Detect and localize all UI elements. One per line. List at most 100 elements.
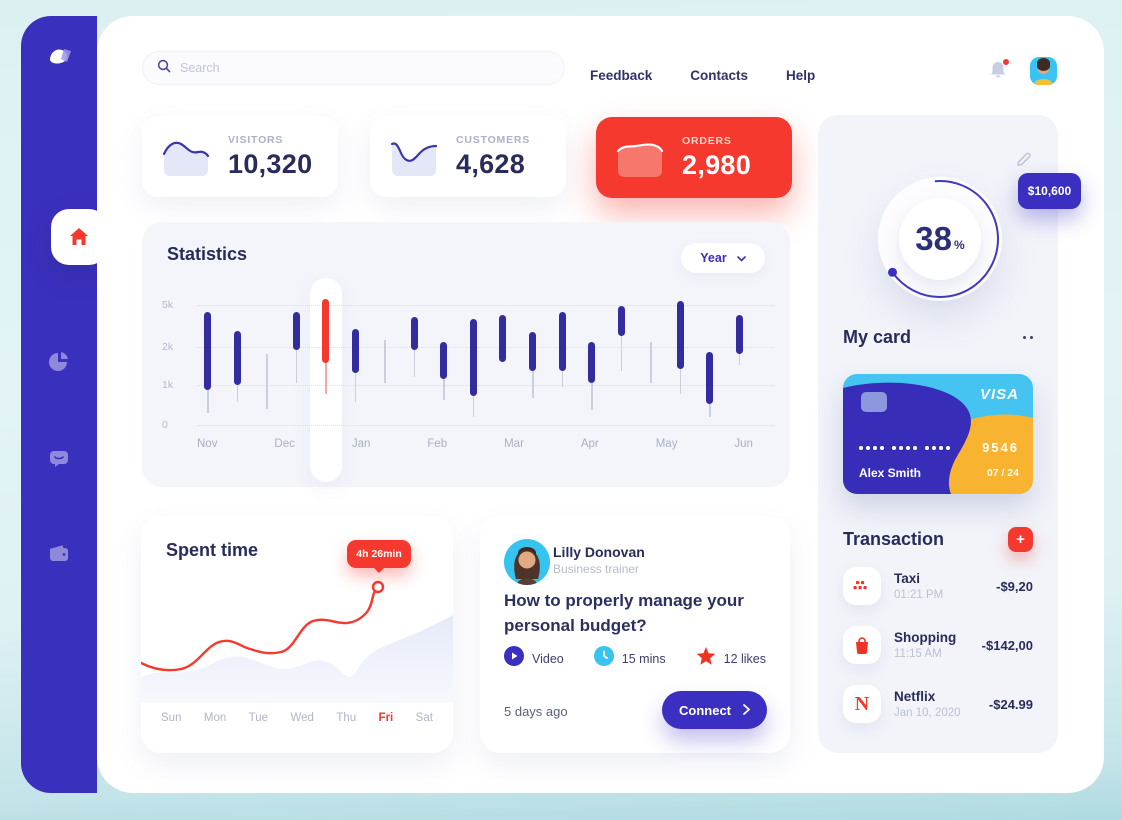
edit-pencil-icon[interactable]: [1015, 151, 1032, 168]
chart-month-labels: Nov Dec Jan Feb Mar Apr May Jun: [197, 438, 753, 450]
add-transaction-button[interactable]: +: [1008, 527, 1033, 552]
right-panel: 38 % $10,600 My card VISA: [818, 115, 1081, 753]
meta-video[interactable]: Video: [504, 646, 564, 671]
chart-bar[interactable]: [381, 300, 389, 425]
balance-badge: $10,600: [1018, 173, 1081, 209]
stat-card-visitors[interactable]: VISITORS 10,320: [142, 116, 338, 197]
transaction-row-netflix[interactable]: N Netflix Jan 10, 2020 -$24.99: [843, 685, 1033, 723]
credit-card[interactable]: VISA 9546 Alex Smith 07 / 24: [843, 374, 1033, 494]
stat-value: 2,980: [682, 149, 752, 180]
search-icon: [157, 59, 171, 78]
chart-point-marker: [371, 580, 385, 594]
day-label-active: Fri: [378, 712, 394, 724]
netflix-icon: N: [854, 692, 870, 715]
my-card-menu-icon[interactable]: [1023, 332, 1033, 343]
sidebar-item-messages[interactable]: [21, 445, 97, 471]
stat-card-orders[interactable]: ORDERS 2,980: [596, 117, 792, 198]
author-name: Lilly Donovan: [553, 544, 645, 560]
transaction-time: Jan 10, 2020: [894, 707, 961, 719]
meta-duration[interactable]: 15 mins: [593, 646, 666, 671]
notifications-bell-icon[interactable]: [988, 59, 1010, 83]
month-label: Jan: [351, 438, 371, 450]
bag-icon: [843, 626, 881, 664]
spent-time-tooltip: 4h 26min: [347, 540, 411, 573]
author-avatar[interactable]: [504, 539, 550, 585]
meta-likes[interactable]: 12 likes: [696, 646, 767, 671]
transaction-time: 11:15 AM: [894, 648, 942, 660]
chart-gridline: [197, 385, 774, 386]
day-label: Thu: [336, 712, 357, 724]
transaction-row-taxi[interactable]: Taxi 01:21 PM -$9,20: [843, 567, 1033, 605]
sidebar-item-analytics[interactable]: [21, 349, 97, 375]
taxi-icon: [853, 581, 867, 590]
app-logo: [47, 42, 81, 70]
meta-label: Video: [532, 651, 564, 666]
gauge-unit: %: [954, 238, 965, 252]
sidebar-item-wallet[interactable]: [21, 541, 97, 567]
chart-bar[interactable]: [440, 300, 448, 425]
connect-button[interactable]: Connect: [662, 691, 767, 729]
chart-bar[interactable]: [351, 300, 360, 425]
shopping-bag-icon: [856, 637, 868, 654]
user-avatar[interactable]: [1030, 57, 1057, 85]
chevron-down-icon: [736, 251, 746, 265]
nav-contacts[interactable]: Contacts: [690, 68, 749, 83]
chart-bar[interactable]: [204, 300, 212, 425]
day-label: Wed: [290, 712, 314, 724]
chart-bar[interactable]: [529, 300, 537, 425]
meta-label: 12 likes: [723, 651, 767, 666]
y-axis-tick: 1k: [162, 379, 174, 391]
chevron-right-icon: [743, 703, 751, 718]
chart-bar[interactable]: [469, 300, 478, 425]
home-icon: [68, 226, 90, 248]
day-label: Sun: [161, 712, 182, 724]
post-meta: Video 15 mins 12 likes: [504, 646, 766, 671]
chart-bar[interactable]: [588, 300, 596, 425]
meta-label: 15 mins: [621, 651, 666, 666]
chart-gridline: [197, 305, 774, 306]
chart-bar[interactable]: [676, 300, 685, 425]
chart-bar[interactable]: [233, 300, 242, 425]
chart-bar[interactable]: [647, 300, 655, 425]
month-label: May: [655, 438, 678, 450]
nav-help[interactable]: Help: [786, 68, 816, 83]
netflix-icon: N: [843, 685, 881, 723]
chart-bar[interactable]: [706, 300, 714, 425]
play-icon: [504, 646, 524, 671]
notification-badge: [1003, 59, 1009, 65]
taxi-icon: [843, 567, 881, 605]
chat-icon: [47, 446, 71, 470]
statistics-title: Statistics: [167, 244, 248, 264]
transaction-amount: -$142,00: [981, 637, 1033, 653]
period-dropdown[interactable]: Year: [681, 243, 765, 273]
chart-bar[interactable]: [263, 300, 271, 425]
chart-bar[interactable]: [735, 300, 744, 425]
pie-chart-icon: [47, 350, 71, 374]
y-axis-tick: 5k: [162, 299, 174, 311]
chart-bar[interactable]: [292, 300, 301, 425]
main-panel: Feedback Contacts Help: [97, 16, 1104, 793]
connect-label: Connect: [679, 702, 731, 718]
stat-card-customers[interactable]: CUSTOMERS 4,628: [370, 116, 566, 197]
sidebar-nav: [21, 209, 107, 637]
statistics-chart[interactable]: [204, 298, 744, 425]
nav-feedback[interactable]: Feedback: [590, 68, 653, 83]
stat-label: VISITORS: [228, 133, 284, 146]
search-bar[interactable]: [142, 51, 565, 85]
chart-bar[interactable]: [410, 300, 419, 425]
spent-time-card: Spent time 4h 26min Sun Mon Tue Wed Thu Fri Sa…: [141, 516, 453, 753]
stat-label: ORDERS: [682, 134, 732, 147]
chart-bar-highlighted[interactable]: [322, 298, 330, 425]
search-input[interactable]: [180, 61, 550, 75]
chart-bar[interactable]: [558, 300, 567, 425]
chart-bar[interactable]: [617, 300, 626, 425]
stat-value: 4,628: [456, 148, 526, 179]
transaction-row-shopping[interactable]: Shopping 11:15 AM -$142,00: [843, 626, 1033, 664]
card-brand: VISA: [979, 386, 1019, 403]
chart-bar[interactable]: [499, 300, 507, 425]
gauge-value: 38 %: [878, 177, 1002, 301]
month-label: Feb: [427, 438, 448, 450]
card-holder: Alex Smith: [859, 466, 922, 480]
orders-sparkline-icon: [614, 137, 666, 179]
stat-label: CUSTOMERS: [456, 133, 531, 146]
